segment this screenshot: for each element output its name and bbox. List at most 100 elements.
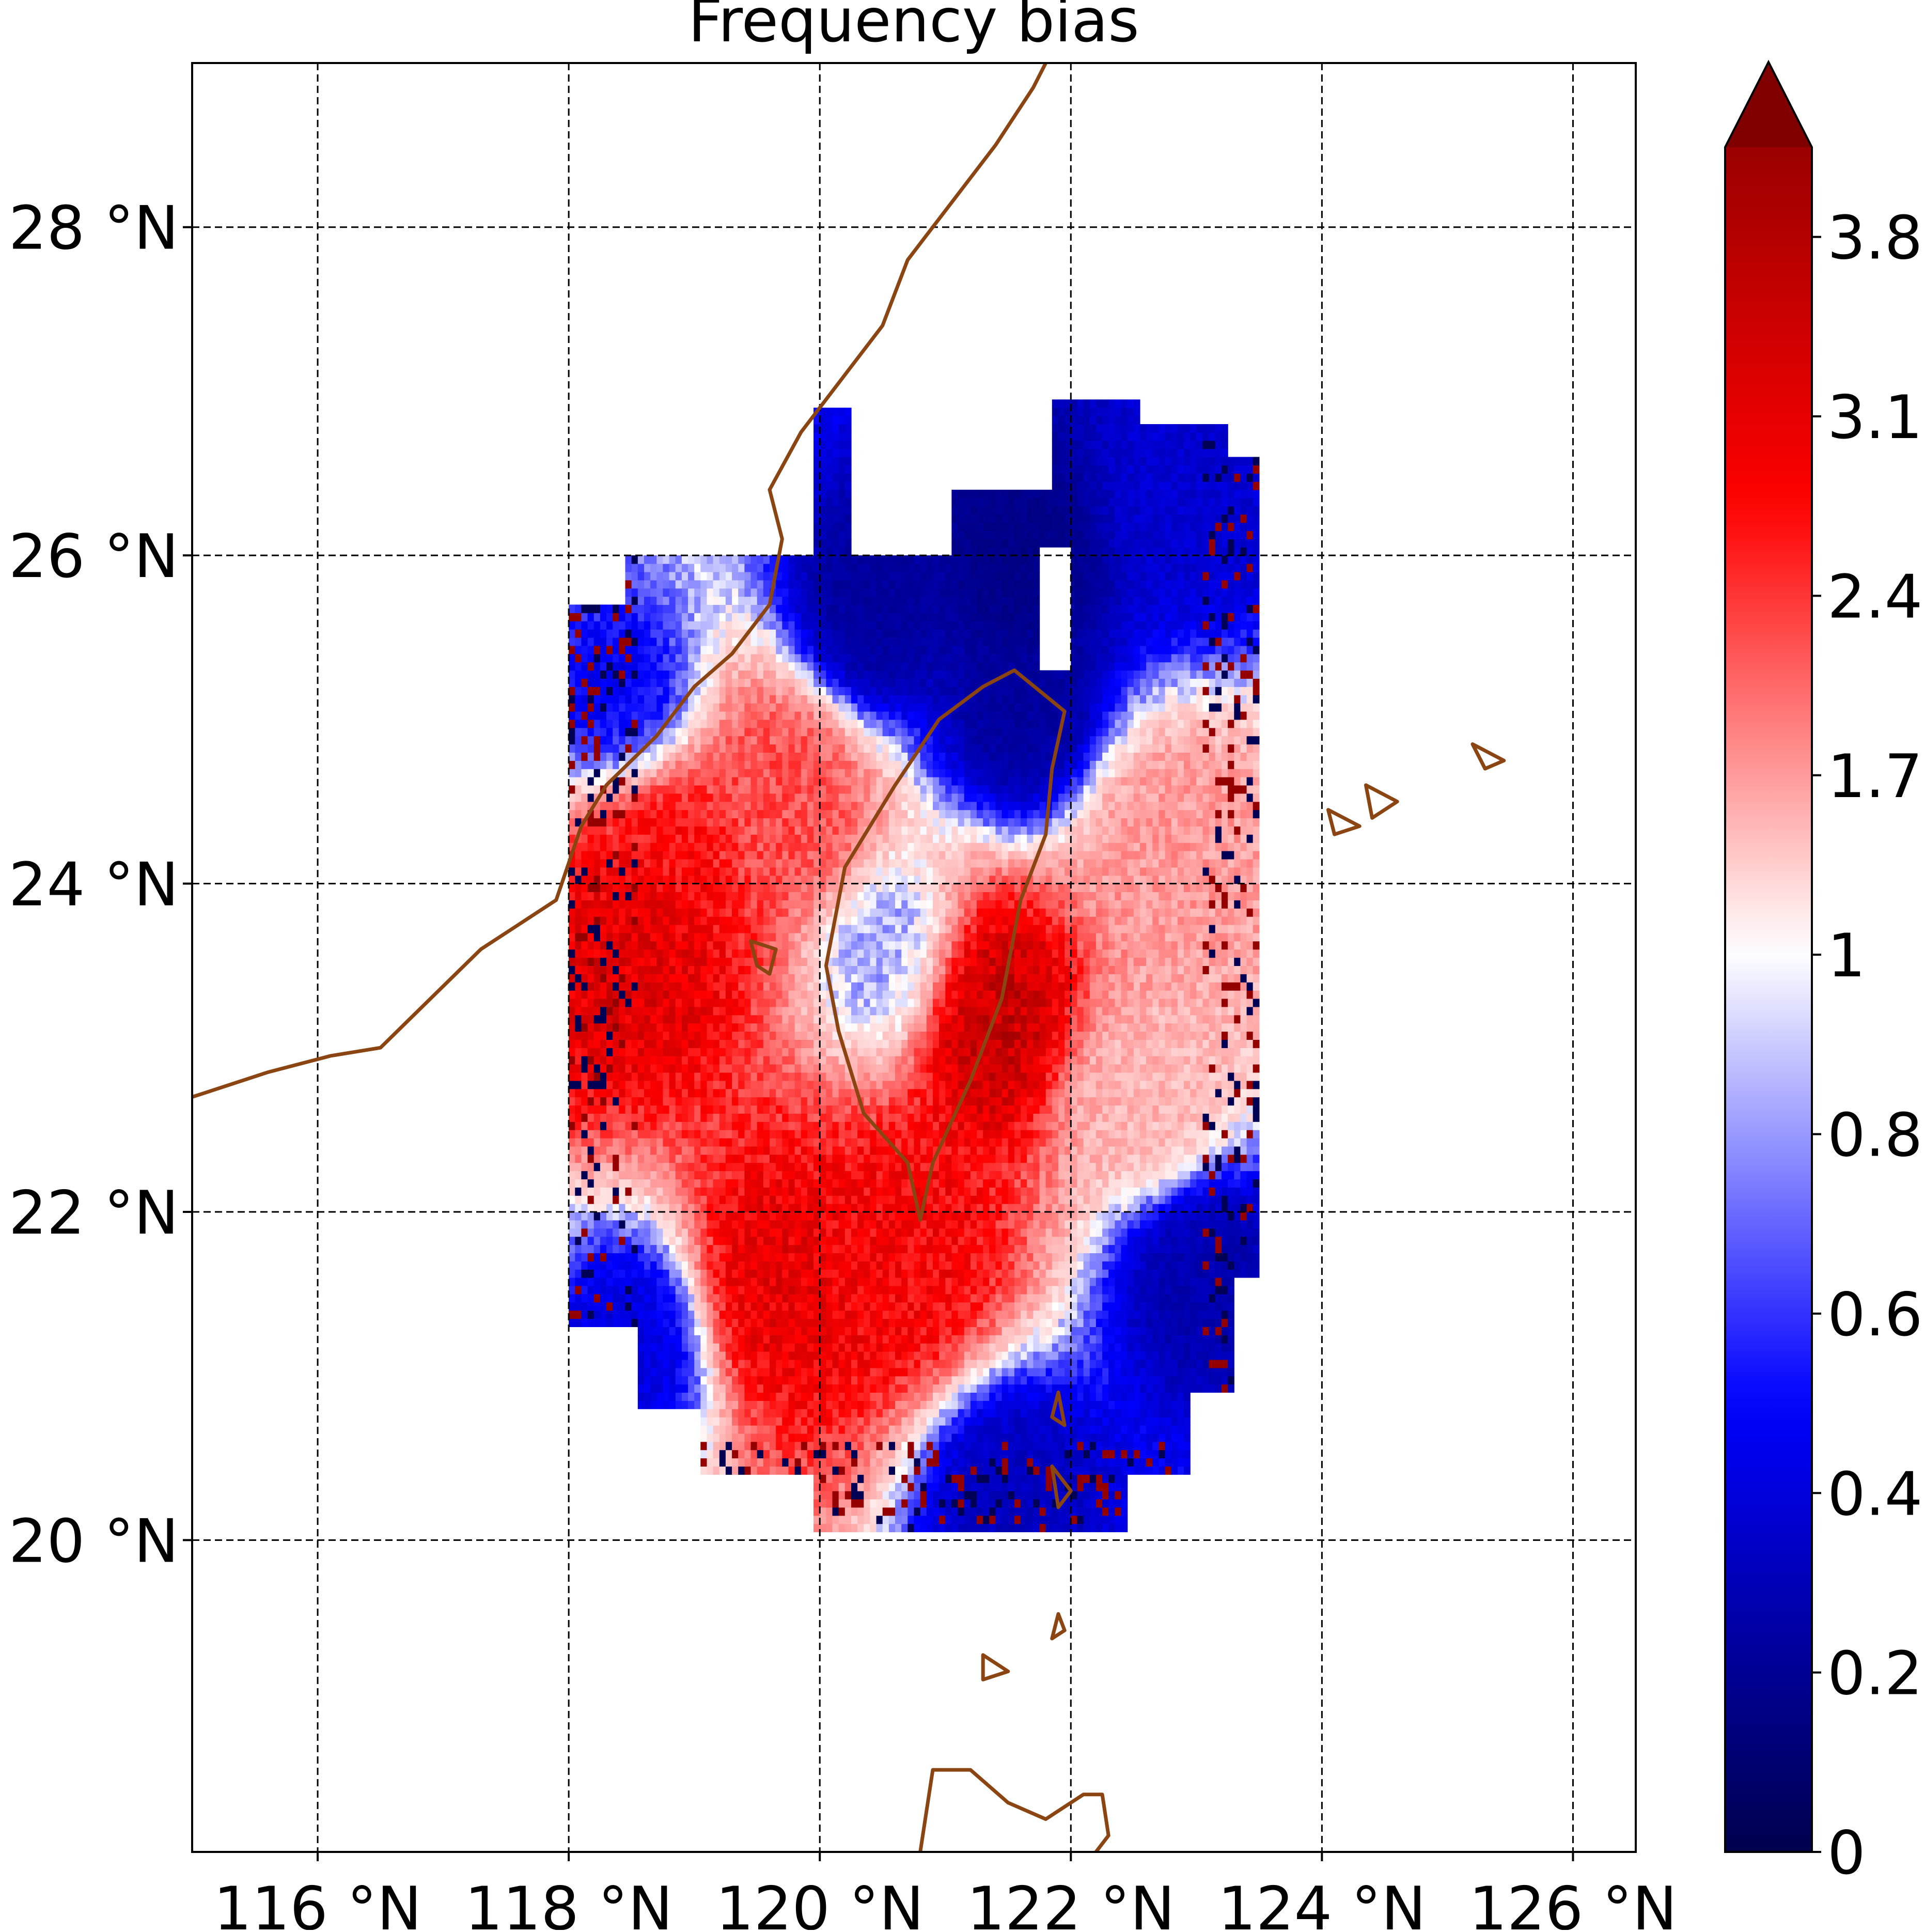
heatmap-cell [907, 1359, 915, 1368]
heatmap-cell [637, 1162, 645, 1172]
heatmap-cell [844, 1327, 852, 1335]
heatmap-cell [675, 1121, 682, 1130]
heatmap-cell [813, 1294, 820, 1303]
heatmap-cell [939, 1302, 946, 1311]
heatmap-cell [983, 1458, 990, 1467]
heatmap-cell [1077, 1491, 1084, 1500]
heatmap-cell [1228, 1162, 1234, 1172]
heatmap-cell [1140, 1351, 1147, 1360]
heatmap-cell [688, 1318, 695, 1327]
heatmap-cell [1083, 1220, 1090, 1229]
heatmap-cell [876, 1105, 883, 1114]
heatmap-cell [1253, 1261, 1260, 1270]
heatmap-cell [688, 1294, 695, 1303]
heatmap-cell [1108, 1113, 1115, 1122]
heatmap-cell [1246, 1146, 1254, 1155]
heatmap-cell [1071, 1409, 1078, 1417]
heatmap-cell [951, 1187, 959, 1196]
heatmap-cell [782, 1162, 789, 1172]
heatmap-cell [744, 1310, 752, 1319]
heatmap-cell [637, 1154, 645, 1163]
heatmap-cell [901, 1523, 908, 1533]
heatmap-cell [807, 1105, 814, 1114]
heatmap-cell [926, 1138, 933, 1147]
heatmap-cell [851, 1523, 858, 1533]
heatmap-cell [788, 1450, 795, 1459]
heatmap-cell [656, 1302, 664, 1311]
heatmap-cell [700, 1441, 708, 1451]
heatmap-cell [970, 1236, 977, 1245]
heatmap-cell [838, 1499, 846, 1508]
heatmap-cell [776, 1351, 782, 1360]
heatmap-cell [844, 1359, 852, 1368]
heatmap-cell [888, 1483, 896, 1491]
heatmap-cell [688, 1261, 695, 1270]
heatmap-cell [807, 1466, 814, 1475]
heatmap-cell [813, 1376, 820, 1385]
heatmap-cell [656, 1187, 664, 1196]
heatmap-cell [939, 1491, 946, 1500]
heatmap-cell [1089, 1171, 1097, 1179]
heatmap-cell [1190, 1343, 1197, 1352]
heatmap-cell [587, 1285, 594, 1295]
heatmap-cell [870, 1261, 877, 1270]
heatmap-cell [832, 1458, 839, 1467]
heatmap-cell [637, 1269, 645, 1278]
heatmap-cell [1209, 1302, 1216, 1311]
heatmap-cell [926, 1269, 933, 1278]
heatmap-cell [851, 1433, 858, 1442]
heatmap-cell [1083, 1499, 1090, 1508]
heatmap-cell [870, 1507, 877, 1516]
heatmap-cell [681, 1228, 688, 1237]
heatmap-cell [1184, 1458, 1191, 1467]
heatmap-cell [807, 1171, 814, 1179]
heatmap-cell [581, 1294, 588, 1303]
heatmap-cell [1196, 1121, 1203, 1130]
heatmap-cell [619, 1204, 626, 1212]
heatmap-cell [1027, 1483, 1034, 1491]
heatmap-cell [1253, 1130, 1260, 1139]
heatmap-cell [1127, 1277, 1134, 1286]
heatmap-cell [675, 1294, 682, 1303]
heatmap-cell [945, 1343, 952, 1352]
heatmap-cell [882, 1220, 889, 1229]
heatmap-cell [1039, 1466, 1046, 1475]
heatmap-cell [719, 1302, 726, 1311]
heatmap-cell [958, 1523, 965, 1533]
heatmap-cell [650, 1318, 657, 1327]
heatmap-cell [1052, 1105, 1059, 1114]
heatmap-cell [1184, 1310, 1191, 1319]
heatmap-cell [700, 1220, 708, 1229]
heatmap-cell [1001, 1310, 1009, 1319]
heatmap-cell [1215, 1277, 1222, 1286]
heatmap-cell [1177, 1162, 1184, 1172]
heatmap-cell [644, 1113, 651, 1122]
heatmap-cell [895, 1121, 902, 1130]
heatmap-cell [1165, 1154, 1172, 1163]
heatmap-cell [600, 1179, 607, 1188]
heatmap-cell [964, 1523, 971, 1533]
heatmap-cell [675, 1269, 682, 1278]
heatmap-cell [569, 1162, 575, 1172]
heatmap-cell [1177, 1310, 1184, 1319]
heatmap-cell [1014, 1204, 1021, 1212]
heatmap-cell [933, 1261, 940, 1270]
heatmap-cell [983, 1302, 990, 1311]
heatmap-cell [1152, 1359, 1160, 1368]
heatmap-cell [1146, 1335, 1153, 1344]
heatmap-cell [951, 1417, 959, 1426]
heatmap-cell [995, 1367, 1003, 1377]
heatmap-cell [606, 1261, 613, 1270]
heatmap-cell [1146, 1179, 1153, 1188]
heatmap-cell [920, 1450, 927, 1459]
heatmap-cell [920, 1425, 927, 1434]
heatmap-cell [694, 1179, 701, 1188]
heatmap-cell [681, 1154, 688, 1163]
heatmap-cell [832, 1466, 839, 1475]
heatmap-cell [870, 1187, 877, 1196]
heatmap-cell [1008, 1523, 1015, 1533]
heatmap-cell [581, 1146, 588, 1155]
heatmap-cell [1058, 1253, 1065, 1261]
heatmap-cell [763, 1113, 770, 1122]
heatmap-cell [857, 1384, 864, 1393]
